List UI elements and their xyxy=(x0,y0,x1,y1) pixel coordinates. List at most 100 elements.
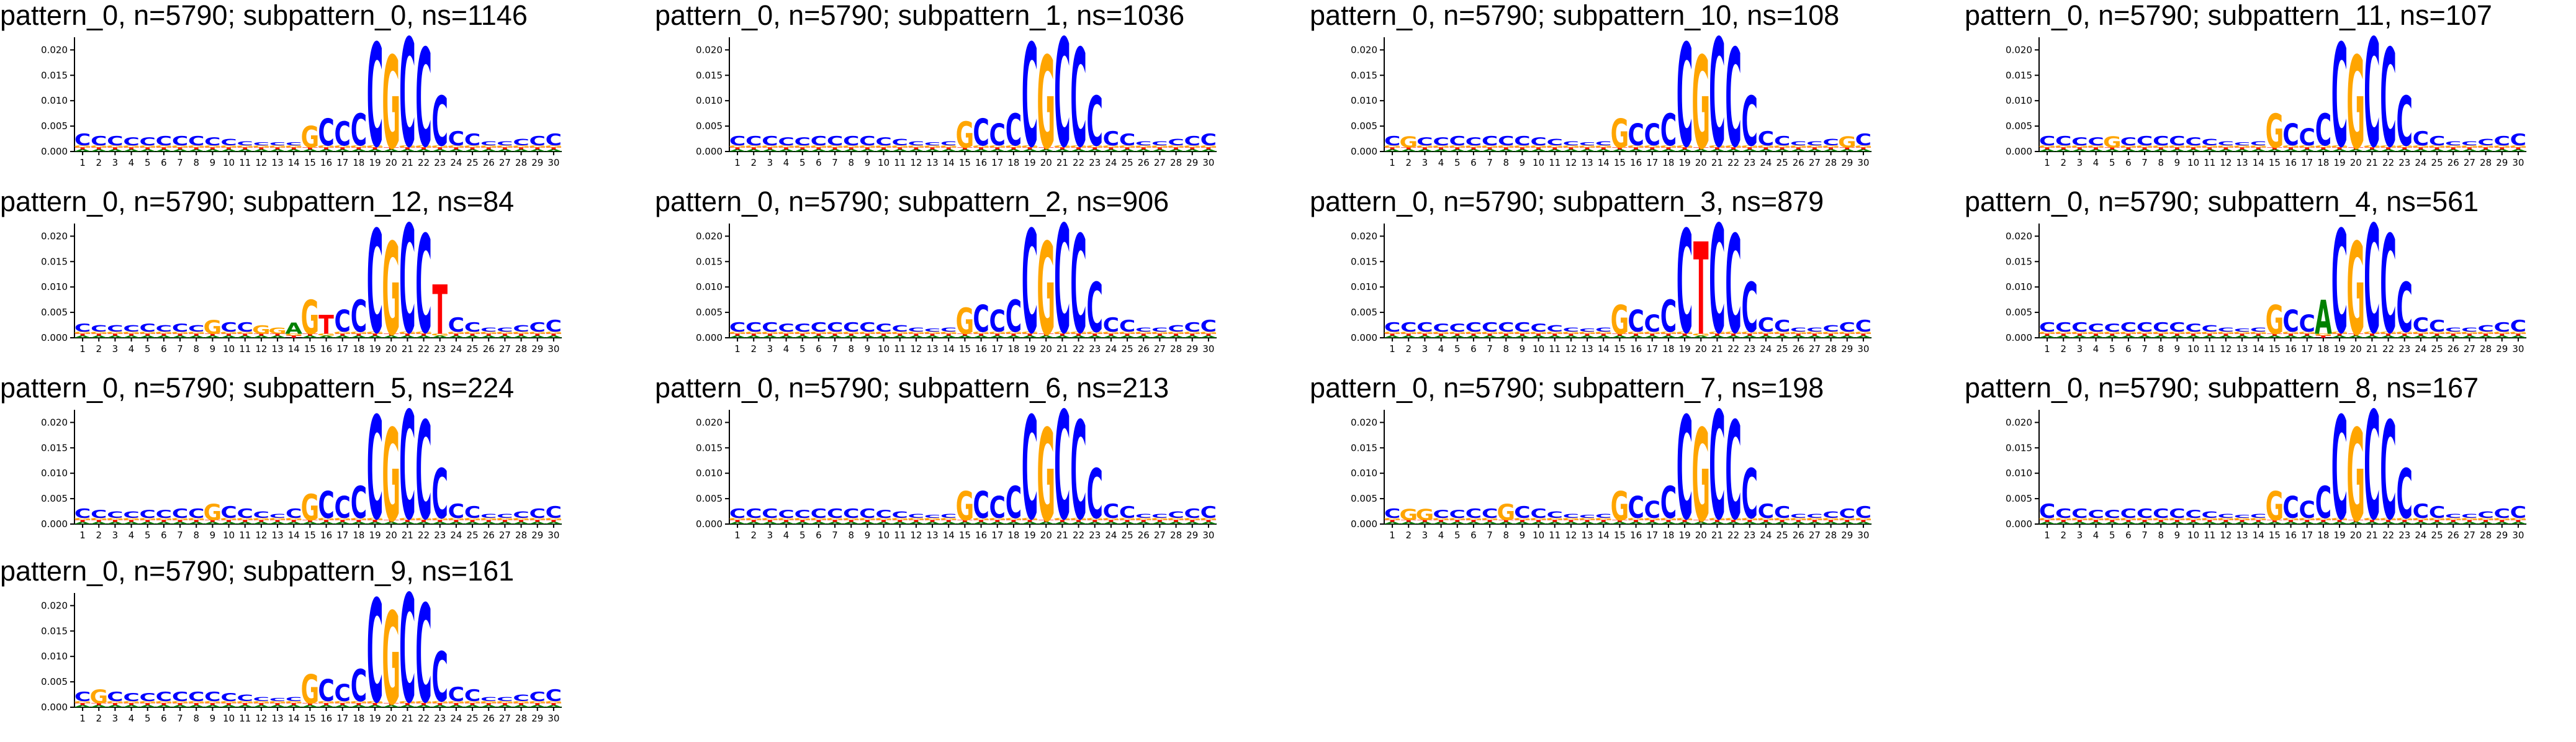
logo-letter-G: G xyxy=(2395,145,2414,148)
logo-letter-A: A xyxy=(1433,335,1450,338)
logo-letter-glyph: G xyxy=(2054,331,2073,334)
logo-letter-glyph: C xyxy=(1563,327,1579,333)
logo-letter-T: T xyxy=(1807,333,1822,337)
logo-letter-A: A xyxy=(2510,522,2527,525)
x-tick-label: 1 xyxy=(2044,343,2050,355)
logo-letter-glyph: A xyxy=(171,705,189,708)
logo-letter-glyph: C xyxy=(1709,382,1725,554)
logo-letter-glyph: T xyxy=(860,333,875,337)
logo-letter-A: A xyxy=(350,335,367,338)
logo-letter-glyph: C xyxy=(1806,513,1822,519)
logo-letter-T: T xyxy=(827,333,843,337)
logo-letter-G: G xyxy=(1497,145,1515,148)
x-tick-label: 30 xyxy=(547,343,559,355)
logo-letter-glyph: G xyxy=(138,517,157,520)
x-tick-label: 29 xyxy=(2496,157,2508,168)
logo-letter-glyph: A xyxy=(761,335,778,338)
logo-letter-glyph: C xyxy=(795,322,811,335)
logo-letter-glyph: C xyxy=(1119,504,1135,522)
logo-letter-G: G xyxy=(284,333,303,337)
logo-letter-A: A xyxy=(2347,522,2364,525)
logo-letter-T: T xyxy=(2267,520,2282,523)
logo-letter-glyph: T xyxy=(2088,520,2104,523)
logo-letter-glyph: C xyxy=(237,693,253,704)
logo-letter-glyph: G xyxy=(236,145,254,148)
logo-letter-C: C xyxy=(1200,131,1217,150)
logo-letter-glyph: A xyxy=(1200,522,1217,525)
logo-letter-glyph: A xyxy=(1839,335,1856,338)
logo-letter-G: G xyxy=(1118,145,1137,148)
logo-letter-G: G xyxy=(1578,517,1596,520)
x-tick-label: 2 xyxy=(2060,157,2066,168)
logo-letter-glyph: T xyxy=(973,333,989,337)
logo-letter-T: T xyxy=(2364,147,2380,150)
logo-letter-glyph: G xyxy=(1497,145,1515,148)
logo-letter-C: C xyxy=(2169,507,2185,521)
logo-letter-glyph: C xyxy=(335,680,351,707)
logo-letter-T: T xyxy=(221,520,236,523)
logo-letter-glyph: C xyxy=(1200,317,1217,336)
logo-letter-glyph: T xyxy=(465,520,480,523)
logo-letter-A: A xyxy=(2412,335,2430,338)
logo-letter-T: T xyxy=(1038,333,1054,337)
logo-letter-A: A xyxy=(1790,522,1807,525)
logo-letter-glyph: G xyxy=(89,685,108,707)
logo-letter-A: A xyxy=(1449,522,1466,525)
logo-letter-G: G xyxy=(2168,331,2187,334)
logo-letter-glyph: T xyxy=(2462,520,2477,523)
logo-letter-A: A xyxy=(1416,522,1433,525)
logo-letter-T: T xyxy=(989,147,1005,150)
logo-letter-glyph: A xyxy=(1497,335,1515,338)
x-tick-label: 25 xyxy=(1122,530,1133,541)
x-tick-label: 28 xyxy=(1170,343,1182,355)
logo-letter-glyph: A xyxy=(529,522,546,525)
logo-letter-T: T xyxy=(351,147,367,150)
logo-letter-glyph: T xyxy=(2348,147,2364,150)
logo-letter-C: C xyxy=(1200,504,1217,522)
logo-letter-G: G xyxy=(2249,517,2268,520)
logo-letter-G: G xyxy=(891,145,909,148)
logo-letter-glyph: C xyxy=(91,134,107,148)
logo-letter-glyph: T xyxy=(1742,147,1757,150)
logo-letter-T: T xyxy=(1856,333,1871,337)
logo-letter-glyph: T xyxy=(1628,147,1644,150)
logo-letter-T: T xyxy=(286,520,302,523)
logo-letter-A: A xyxy=(761,149,778,152)
x-tick-label: 4 xyxy=(1438,530,1444,541)
logo-letter-glyph: T xyxy=(2348,333,2364,337)
logo-letter-T: T xyxy=(2364,333,2380,337)
logo-letter-glyph: G xyxy=(1464,145,1483,148)
logo-letter-glyph: A xyxy=(285,522,302,525)
logo-letter-G: G xyxy=(728,331,747,334)
logo-letter-A: A xyxy=(973,149,990,152)
x-tick-label: 22 xyxy=(2382,343,2394,355)
logo-letter-A: A xyxy=(350,522,367,525)
logo-letter-glyph: G xyxy=(415,700,433,704)
logo-letter-T: T xyxy=(844,333,859,337)
logo-letter-glyph: T xyxy=(75,147,91,150)
logo-letter-glyph: T xyxy=(2121,333,2137,337)
logo-letter-C: C xyxy=(2429,317,2445,336)
logo-letter-A: A xyxy=(745,335,762,338)
logo-letter-glyph: T xyxy=(2104,333,2120,337)
logo-letter-G: G xyxy=(1037,402,1055,550)
x-tick-label: 5 xyxy=(2109,530,2115,541)
logo-letter-glyph: G xyxy=(382,216,400,364)
x-tick-label: 24 xyxy=(2415,343,2426,355)
logo-letter-T: T xyxy=(2218,147,2234,150)
logo-letter-G: G xyxy=(1562,517,1580,520)
logo-letter-glyph: T xyxy=(318,520,334,523)
logo-letter-glyph: T xyxy=(2056,520,2071,523)
logo-letter-glyph: A xyxy=(1628,522,1645,525)
logo-letter-T: T xyxy=(925,333,940,337)
logo-letter-G: G xyxy=(366,700,384,704)
logo-letter-glyph: T xyxy=(1385,333,1400,337)
logo-letter-T: T xyxy=(2121,520,2137,523)
logo-letter-T: T xyxy=(2235,333,2250,337)
logo-letter-glyph: C xyxy=(1006,106,1022,156)
logo-letter-glyph: C xyxy=(269,513,286,519)
x-tick-label: 2 xyxy=(1405,530,1412,541)
logo-letter-glyph: C xyxy=(795,135,811,148)
logo-letter-C: C xyxy=(1579,328,1595,333)
logo-letter-glyph: G xyxy=(1183,331,1202,334)
